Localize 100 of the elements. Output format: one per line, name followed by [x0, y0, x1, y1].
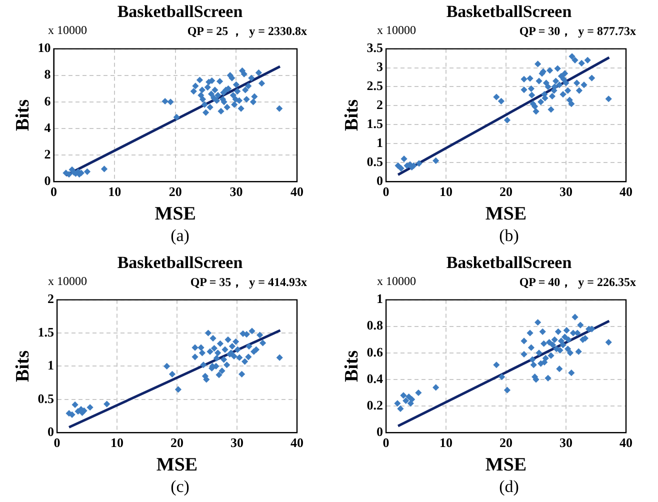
point: [220, 356, 228, 363]
x-axis-title: MSE: [485, 204, 527, 225]
point: [556, 82, 563, 88]
point: [240, 70, 248, 78]
point: [605, 338, 612, 346]
point: [173, 114, 180, 120]
point: [394, 400, 401, 407]
point: [563, 327, 570, 334]
point: [238, 370, 246, 378]
point: [548, 352, 554, 359]
point: [210, 344, 218, 352]
y-tick-label: 2.5: [366, 78, 384, 94]
point: [528, 92, 536, 98]
point: [216, 372, 222, 378]
point: [562, 334, 568, 340]
text: x 10000: [48, 274, 87, 289]
point: [218, 108, 224, 115]
point: [540, 340, 548, 347]
x-tick-label: 10: [440, 184, 453, 199]
point: [214, 350, 222, 356]
point: [528, 85, 535, 92]
point: [560, 342, 566, 348]
chart-subtitle: QP = 25 ， y = 2330.8x: [187, 23, 307, 40]
point: [554, 65, 561, 72]
point: [228, 342, 236, 350]
point: [526, 330, 534, 336]
point: [198, 86, 206, 94]
point: [174, 386, 182, 393]
y-tick-label: 0.2: [366, 397, 384, 412]
point: [218, 368, 226, 374]
point: [565, 336, 572, 343]
x-tick-label: 40: [620, 434, 632, 450]
point: [554, 328, 562, 335]
point: [504, 386, 511, 394]
y-tick-label: 2: [376, 97, 384, 112]
point: [260, 340, 266, 346]
point: [258, 80, 266, 87]
point: [100, 166, 108, 172]
point: [234, 346, 241, 353]
chart-subtitle: QP = 35， y = 414.93x: [190, 274, 307, 291]
point: [493, 362, 500, 368]
x-tick-label: 10: [440, 434, 453, 450]
text: x 10000: [377, 274, 416, 289]
point: [208, 77, 216, 84]
point: [558, 338, 565, 344]
point: [245, 354, 252, 360]
y-axis-title: Bits: [12, 99, 34, 132]
x-tick-label: 10: [110, 434, 124, 450]
point: [242, 86, 249, 94]
point: [544, 83, 552, 90]
y-axis-title: Bits: [341, 99, 362, 132]
point: [534, 319, 542, 326]
point: [539, 328, 546, 335]
point: [276, 105, 283, 112]
point: [576, 87, 583, 94]
y-tick-label: 1.5: [366, 116, 384, 132]
point: [575, 348, 582, 355]
point: [532, 108, 540, 115]
point: [578, 60, 585, 67]
point: [584, 56, 591, 64]
point: [198, 344, 204, 351]
point: [231, 101, 238, 108]
point: [212, 86, 218, 94]
point: [532, 103, 538, 110]
chart-title: BasketballScreen: [116, 2, 244, 22]
text: x 10000: [48, 23, 87, 38]
point: [238, 105, 244, 112]
text: (a): [170, 226, 190, 246]
point: [204, 330, 212, 336]
point: [416, 160, 422, 167]
point: [228, 74, 236, 82]
text: x 10000: [377, 23, 416, 38]
point: [196, 76, 204, 84]
point: [201, 101, 208, 108]
point: [256, 332, 264, 338]
point: [199, 96, 206, 103]
point: [556, 346, 564, 354]
point: [398, 165, 404, 172]
point: [504, 116, 511, 124]
point: [580, 82, 588, 88]
point: [574, 80, 580, 86]
point: [168, 370, 176, 378]
point: [68, 411, 76, 418]
point: [538, 98, 544, 106]
y-tick-label: 1.5: [38, 324, 55, 340]
point: [200, 362, 207, 368]
point: [548, 106, 554, 113]
y-tick-label: 1: [376, 291, 384, 306]
point: [190, 88, 197, 95]
point: [86, 404, 94, 411]
point: [546, 67, 554, 74]
point: [203, 376, 210, 383]
point: [104, 400, 110, 408]
point: [255, 69, 262, 76]
y-tick-label: 2: [44, 146, 51, 162]
point: [498, 98, 505, 104]
y-axis-title: Bits: [12, 350, 34, 382]
y-tick-label: 1: [48, 358, 54, 373]
point: [605, 96, 612, 102]
point: [84, 168, 91, 175]
